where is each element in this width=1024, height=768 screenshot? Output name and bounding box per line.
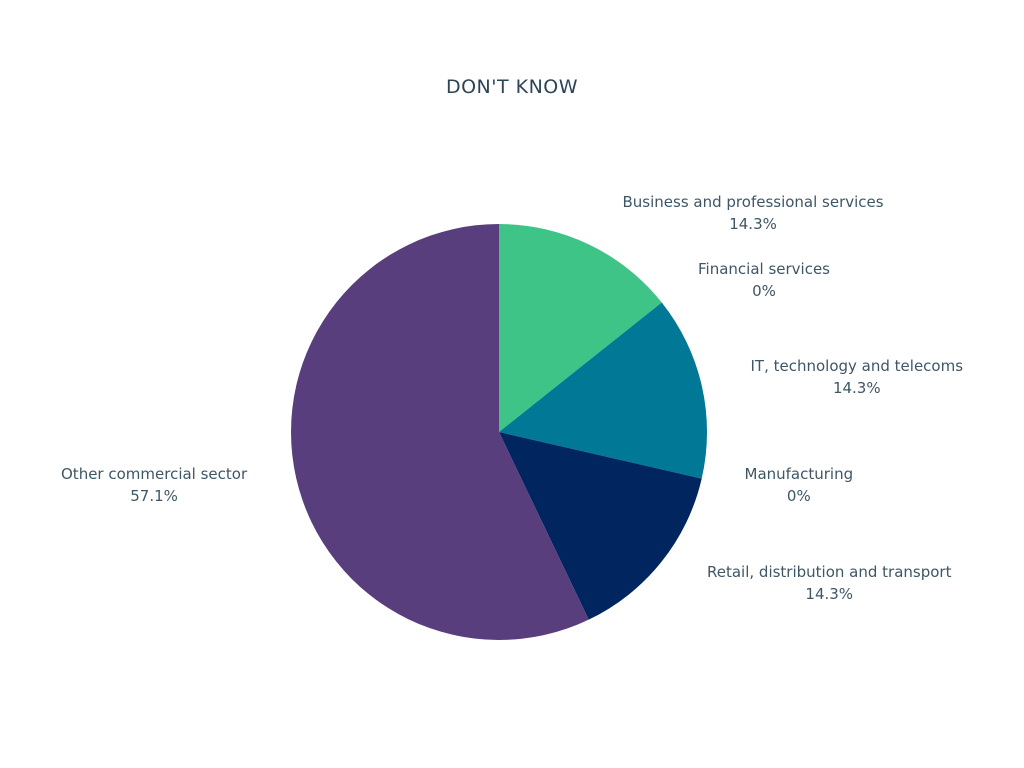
slice-label-value: 0%: [752, 282, 776, 300]
chart-title: DON'T KNOW: [445, 76, 579, 98]
slice-label-value: 14.3%: [832, 379, 881, 397]
slice-label-value: 14.3%: [805, 585, 854, 603]
slice-label-business-and-professional-services: Business and professional services 14.3%: [623, 191, 884, 235]
slice-label-name: IT, technology and telecoms: [750, 357, 964, 375]
pie-slice-other-commercial-sector: [291, 224, 589, 640]
slice-label-manufacturing: Manufacturing 0%: [745, 463, 854, 507]
slice-label-financial-services: Financial services 0%: [698, 258, 830, 302]
slice-label-name: Other commercial sector: [61, 465, 248, 483]
pie-slice-it-technology-and-telecoms: [499, 302, 708, 479]
slice-label-name: Manufacturing: [744, 465, 854, 483]
slice-label-value: 57.1%: [130, 487, 178, 505]
slice-label-retail-distribution-and-transport: Retail, distribution and transport 14.3%: [707, 561, 951, 605]
slice-label-name: Retail, distribution and transport: [707, 563, 952, 581]
slice-label-value: 14.3%: [729, 215, 777, 233]
pie-slice-retail-distribution-and-transport: [499, 432, 702, 620]
slice-label-name: Financial services: [698, 260, 830, 278]
slice-label-other-commercial-sector: Other commercial sector 57.1%: [61, 463, 247, 507]
slice-label-name: Business and professional services: [622, 193, 884, 211]
pie-slice-business-and-professional-services: [499, 224, 662, 432]
slice-label-it-technology-and-telecoms: IT, technology and telecoms 14.3%: [751, 355, 964, 399]
slice-label-value: 0%: [786, 487, 811, 505]
